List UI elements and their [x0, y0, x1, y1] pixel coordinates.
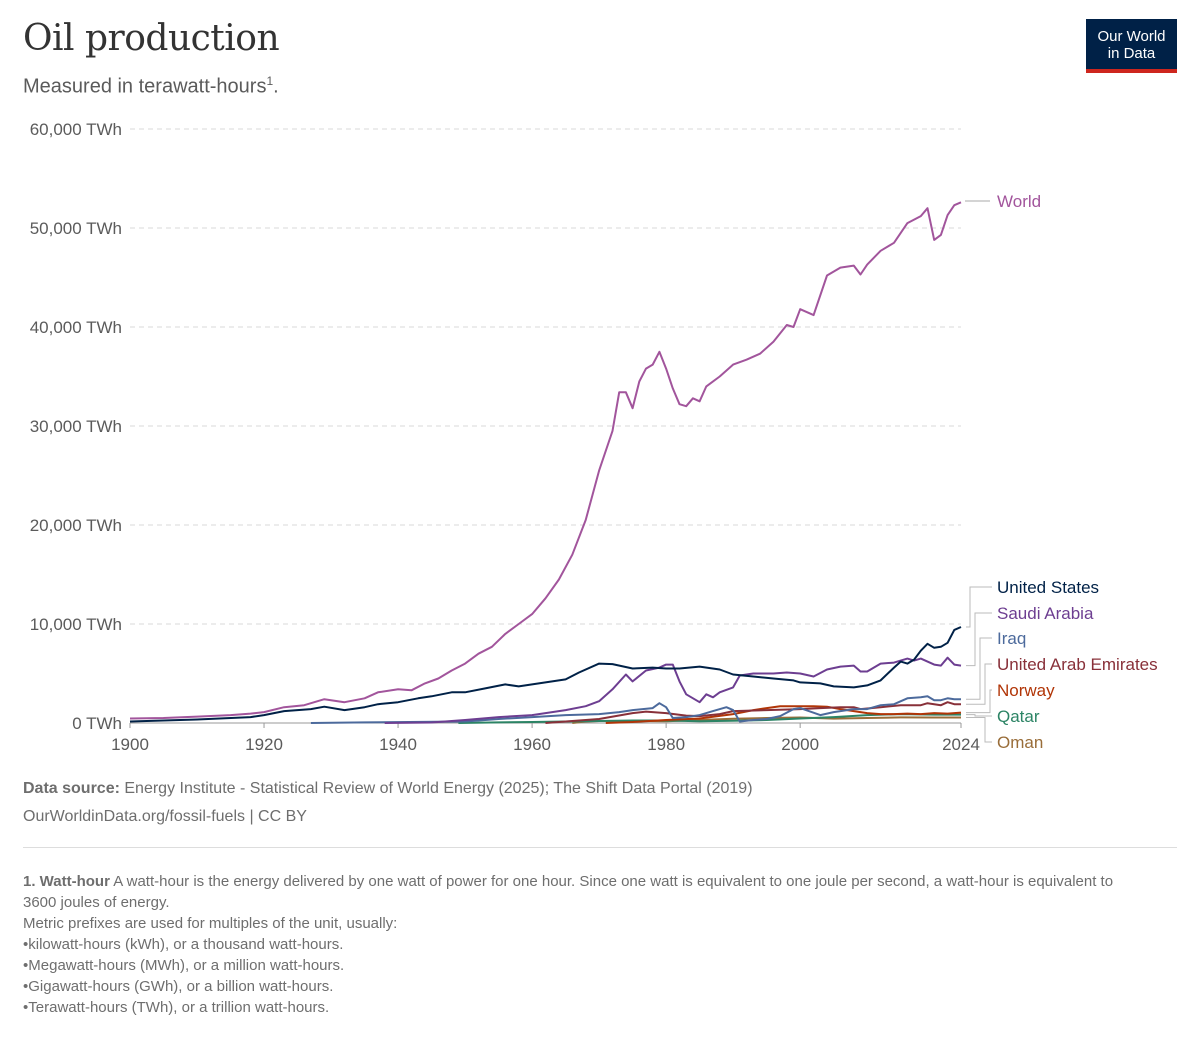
- series-legend: World United States Saudi Arabia Iraq United…: [965, 192, 1158, 752]
- line-chart: 0 TWh 10,000 TWh 20,000 TWh 30,000 TWh 40,00…: [30, 120, 1158, 754]
- legend-connector: [966, 689, 992, 714]
- series-line: [129, 626, 962, 723]
- legend-label: Iraq: [997, 629, 1026, 648]
- x-tick-label: 1900: [111, 735, 149, 754]
- legend-label: United Arab Emirates: [997, 655, 1158, 674]
- legend-label: Norway: [997, 681, 1055, 700]
- x-axis: 1900 1920 1940 1960 1980 2000 2024: [111, 722, 980, 754]
- x-tick-label: 2000: [781, 735, 819, 754]
- y-tick-label: 40,000 TWh: [30, 318, 122, 337]
- footnote-list: kilowatt-hours (kWh), or a thousand watt…: [23, 934, 1123, 1018]
- footnote: 1. Watt-hour A watt-hour is the energy d…: [23, 871, 1123, 1018]
- chart-title: Oil production: [23, 18, 280, 59]
- x-tick-label: 1960: [513, 735, 551, 754]
- legend-connector: [966, 663, 992, 705]
- series-line: [129, 201, 962, 720]
- series-line: [310, 695, 961, 724]
- subtitle-end: .: [273, 75, 279, 98]
- y-tick-label: 30,000 TWh: [30, 417, 122, 436]
- logo-line-2: in Data: [1107, 45, 1156, 62]
- footnote-item: kilowatt-hours (kWh), or a thousand watt…: [23, 934, 1123, 955]
- x-tick-label: 1920: [245, 735, 283, 754]
- x-tick-label: 2024: [942, 735, 980, 754]
- series-lines: [129, 201, 962, 724]
- legend-label: Saudi Arabia: [997, 604, 1094, 623]
- legend-connector: [966, 714, 992, 717]
- legend-connector: [966, 612, 992, 667]
- data-source-label: Data source:: [23, 780, 120, 797]
- legend-label: Qatar: [997, 707, 1040, 726]
- legend-connector: [966, 717, 992, 743]
- x-tick-label: 1980: [647, 735, 685, 754]
- y-tick-label: 50,000 TWh: [30, 219, 122, 238]
- y-tick-label: 60,000 TWh: [30, 120, 122, 139]
- legend-label: Oman: [997, 733, 1043, 752]
- footnote-marker[interactable]: 1: [266, 74, 274, 88]
- footnote-item: Gigawatt-hours (GWh), or a billion watt-…: [23, 976, 1123, 997]
- source-block: Data source: Energy Institute - Statisti…: [23, 775, 753, 831]
- divider: [23, 847, 1177, 848]
- legend-label: United States: [997, 578, 1099, 597]
- footnote-item: Terawatt-hours (TWh), or a trillion watt…: [23, 997, 1123, 1018]
- series-line: [545, 701, 961, 724]
- footnote-definition: 1. Watt-hour A watt-hour is the energy d…: [23, 871, 1123, 913]
- y-tick-label: 10,000 TWh: [30, 615, 122, 634]
- owid-logo[interactable]: Our World in Data: [1086, 19, 1177, 73]
- logo-line-1: Our World: [1097, 28, 1166, 45]
- y-tick-label: 20,000 TWh: [30, 516, 122, 535]
- legend-connector: [966, 637, 992, 700]
- footnote-item: Megawatt-hours (MWh), or a million watt-…: [23, 955, 1123, 976]
- subtitle-text: Measured in terawatt-hours: [23, 75, 267, 98]
- x-tick-label: 1940: [379, 735, 417, 754]
- footnote-text: A watt-hour is the energy delivered by o…: [23, 873, 1114, 911]
- data-source-text[interactable]: Energy Institute - Statistical Review of…: [124, 780, 753, 797]
- series-line: [605, 705, 962, 724]
- chart-subtitle: Measured in terawatt-hours1.: [23, 74, 279, 99]
- grid-lines: [130, 128, 961, 625]
- source-link[interactable]: OurWorldinData.org/fossil-fuels | CC BY: [23, 808, 307, 825]
- y-tick-label: 0 TWh: [72, 714, 122, 733]
- footnote-line2: Metric prefixes are used for multiples o…: [23, 915, 398, 932]
- legend-connector: [966, 586, 992, 628]
- data-source: Data source: Energy Institute - Statisti…: [23, 775, 753, 803]
- legend-label: World: [997, 192, 1041, 211]
- y-axis-ticks: 0 TWh 10,000 TWh 20,000 TWh 30,000 TWh 40,00…: [30, 120, 122, 733]
- footnote-title: 1. Watt-hour: [23, 873, 110, 890]
